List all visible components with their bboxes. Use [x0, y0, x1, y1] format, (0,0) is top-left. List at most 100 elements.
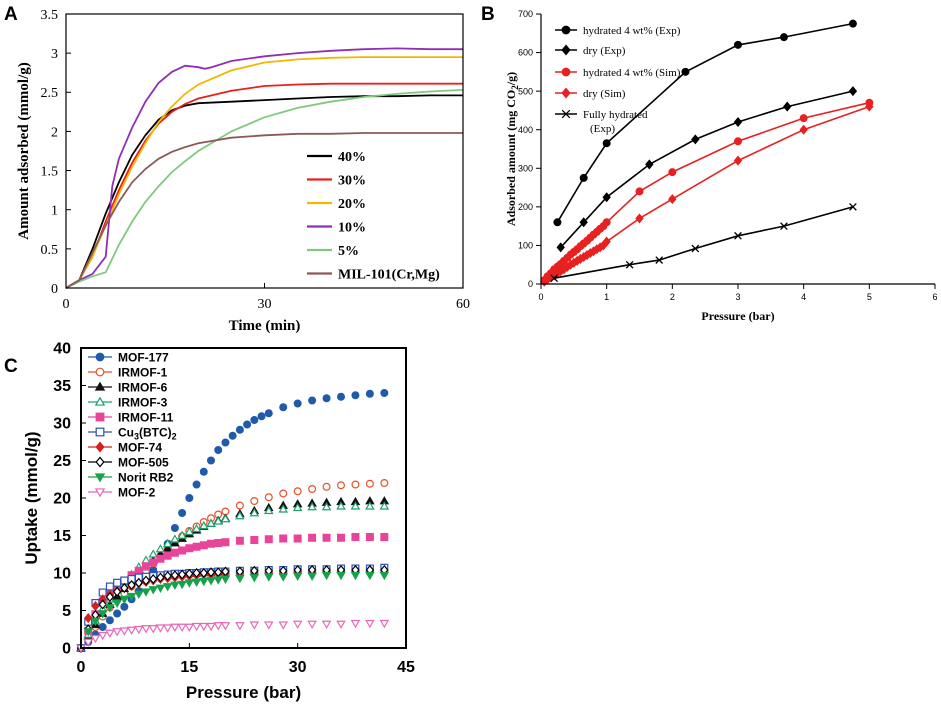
- series-mil-101-cr-mg-: [65, 132, 463, 289]
- x-tick-label: 45: [397, 659, 415, 676]
- data-point: [865, 101, 874, 112]
- y-tick-label: 25: [53, 453, 71, 470]
- legend-label: IRMOF-3: [118, 396, 168, 410]
- data-point: [148, 586, 159, 595]
- data-point: [192, 567, 201, 579]
- x-tick-label: 30: [258, 297, 272, 312]
- data-point: [733, 116, 743, 128]
- legend-marker: [95, 352, 105, 362]
- y-tick-label: 700: [518, 9, 533, 19]
- data-point: [221, 438, 230, 447]
- series-line: [65, 132, 463, 289]
- data-point: [149, 558, 158, 567]
- data-point: [235, 622, 245, 631]
- chart-c-legend: MOF-177IRMOF-1IRMOF-6IRMOF-3IRMOF-11Cu3(…: [88, 351, 177, 500]
- data-point: [221, 538, 230, 547]
- y-tick-label: 400: [518, 125, 533, 135]
- legend-marker: [95, 412, 105, 422]
- data-point: [235, 536, 244, 545]
- data-point: [668, 194, 677, 205]
- data-point: [337, 533, 346, 542]
- y-tick-label: 1: [51, 204, 58, 219]
- data-point: [336, 620, 346, 629]
- data-point: [579, 173, 588, 182]
- data-point: [668, 168, 677, 177]
- data-point: [250, 535, 259, 544]
- data-point: [155, 624, 166, 633]
- data-point: [848, 19, 857, 28]
- chart-b-legend: hydrated 4 wt% (Exp) dry (Exp) hydrated 4 …: [555, 25, 681, 135]
- chart-a-axes: [65, 13, 464, 289]
- data-point: [126, 592, 137, 602]
- data-point: [691, 134, 700, 145]
- y-tick-label: 2.5: [41, 86, 59, 101]
- data-point: [97, 610, 108, 619]
- data-point: [148, 549, 159, 558]
- data-point: [337, 481, 346, 490]
- data-point: [170, 523, 179, 532]
- data-point: [350, 619, 361, 629]
- data-point: [199, 567, 208, 579]
- data-point: [213, 622, 224, 631]
- chart-b-ticks: 0 1 2 3 4 5 6 0 100 200 300 400 500 600 700: [518, 9, 938, 302]
- data-point: [263, 505, 274, 515]
- y-tick-label: 100: [518, 241, 533, 251]
- data-point: [170, 534, 180, 543]
- data-point: [220, 622, 231, 631]
- data-point: [141, 575, 151, 586]
- data-point: [177, 569, 187, 580]
- series-hydrated-4-wt-sim-: [540, 98, 874, 285]
- data-point: [307, 502, 317, 511]
- x-tick-label: 30: [289, 659, 307, 676]
- data-point: [249, 508, 260, 517]
- data-point: [848, 86, 858, 97]
- data-point: [134, 577, 143, 588]
- legend-marker: [94, 473, 106, 483]
- data-point: [379, 619, 390, 629]
- data-point: [177, 530, 187, 539]
- data-point: [112, 586, 122, 597]
- data-point: [177, 580, 187, 590]
- data-point: [293, 399, 302, 408]
- data-point: [199, 541, 208, 550]
- legend-label: 5%: [338, 244, 359, 259]
- data-point: [113, 609, 122, 618]
- data-point: [308, 485, 317, 494]
- x-tick-label: 6: [932, 292, 937, 302]
- series-dry-sim-: [540, 101, 874, 287]
- y-tick-label: 40: [53, 341, 71, 358]
- data-point: [264, 493, 273, 502]
- panel-label-b: B: [481, 4, 495, 25]
- y-tick-label: 0: [62, 641, 71, 658]
- chart-a: 0 30 60 0 0.5 1 1.5 2 2.5 3 3.5 Time (min) Amount …: [16, 8, 470, 334]
- y-tick-label: 3: [51, 47, 58, 62]
- data-point: [105, 604, 115, 613]
- series-line: [560, 90, 854, 248]
- data-point: [783, 101, 792, 112]
- data-point: [221, 566, 230, 577]
- legend-label: hydrated 4 wt% (Sim): [583, 67, 681, 79]
- data-point: [307, 572, 317, 581]
- panel-label-a: A: [4, 4, 18, 25]
- data-point: [235, 574, 245, 584]
- legend-label: MIL-101(Cr,Mg): [338, 268, 440, 283]
- legend-marker: [561, 67, 571, 77]
- data-point: [365, 389, 374, 398]
- chart-c-x-axis-label: Pressure (bar): [186, 683, 301, 702]
- series-dry-exp-: [556, 86, 858, 253]
- data-point: [365, 532, 374, 541]
- data-point: [148, 625, 159, 634]
- data-point: [198, 622, 209, 632]
- data-point: [112, 628, 122, 637]
- data-point: [170, 623, 180, 632]
- data-point: [645, 159, 654, 170]
- chart-a-x-axis-label: Time (min): [229, 318, 301, 334]
- series-30-: [65, 82, 463, 289]
- data-point: [105, 616, 114, 625]
- data-point: [185, 494, 194, 503]
- data-point: [691, 244, 700, 253]
- data-point: [98, 622, 107, 631]
- data-point: [243, 420, 252, 429]
- series-line: [553, 206, 854, 279]
